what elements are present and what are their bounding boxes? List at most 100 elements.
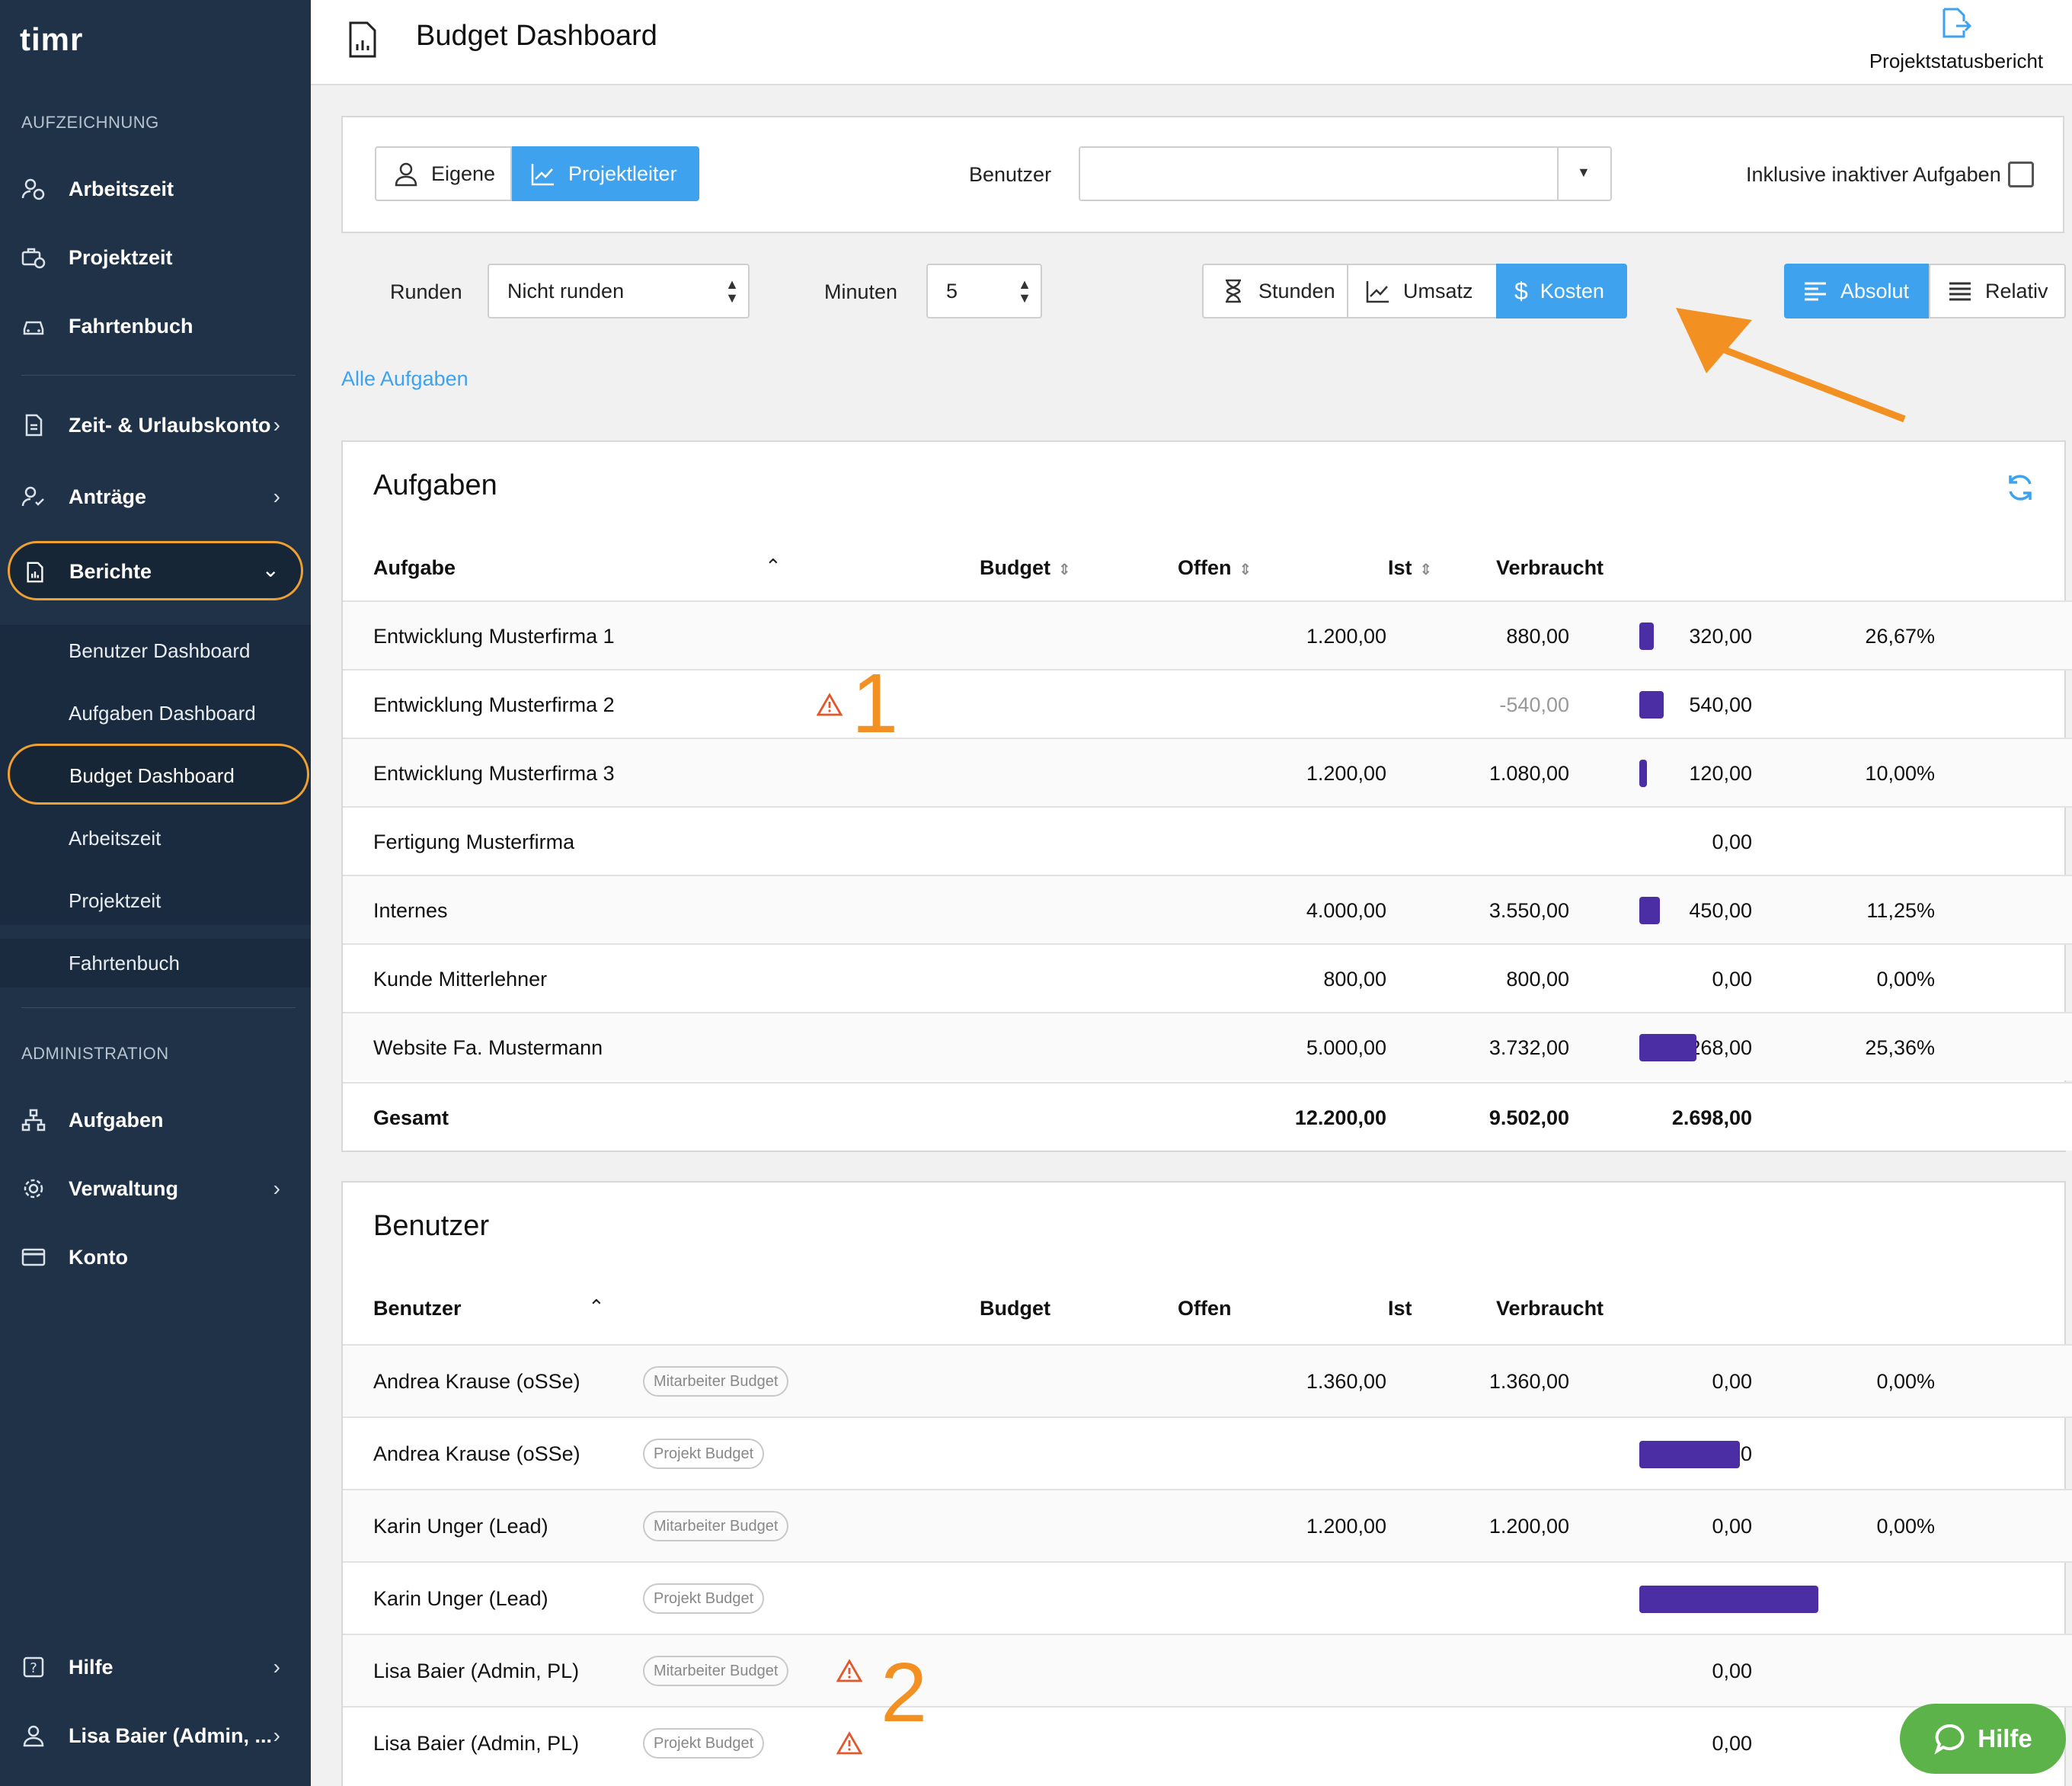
benutzer-select[interactable]: ▼	[1079, 146, 1612, 201]
user-ist: 0,00	[1712, 1370, 1752, 1393]
task-row[interactable]: Entwicklung Musterfirma 1 1.200,00 880,00 3…	[343, 600, 2072, 669]
warning-icon	[817, 693, 843, 716]
user-row[interactable]: Karin Unger (Lead)Projekt Budget800,00	[343, 1561, 2072, 1634]
sidebar-subitem-projektzeit[interactable]: Projektzeit	[0, 876, 311, 925]
sort-asc-icon[interactable]: ⌃	[588, 1295, 605, 1318]
task-offen: 1.080,00	[1488, 762, 1569, 785]
task-verbraucht: 26,67%	[1865, 625, 1935, 648]
task-offen: 800,00	[1506, 968, 1569, 991]
user-row[interactable]: Karin Unger (Lead) Mitarbeiter Budget 1.20…	[343, 1489, 2072, 1561]
budget-type-badge: Projekt Budget	[643, 1728, 765, 1759]
task-verbraucht: 11,25%	[1866, 899, 1935, 922]
inactive-tasks-checkbox[interactable]	[2008, 162, 2034, 187]
task-budget: 1.200,00	[1306, 625, 1386, 648]
sidebar-item-arbeitszeit[interactable]: Arbeitszeit	[0, 165, 311, 213]
user-verbraucht: 0,00%	[1876, 1515, 1935, 1538]
col-verbraucht: Verbraucht	[1496, 556, 1604, 579]
umsatz-button[interactable]: Umsatz	[1347, 264, 1498, 318]
task-row[interactable]: Internes 4.000,00 3.550,00 450,00 11,25%	[343, 875, 2072, 943]
absolut-button[interactable]: Absolut	[1784, 264, 1930, 318]
user-ist: 0,00	[1712, 1732, 1752, 1755]
sidebar-item-antraege[interactable]: Anträge ›	[0, 472, 311, 521]
sidebar-subitem-arbeitszeit[interactable]: Arbeitszeit	[0, 814, 311, 863]
sidebar-item-projektzeit[interactable]: Projektzeit	[0, 233, 311, 282]
eigene-button[interactable]: Eigene	[375, 146, 512, 201]
sidebar-item-konto[interactable]: Konto	[0, 1233, 311, 1282]
task-row[interactable]: Fertigung Musterfirma 0,00	[343, 806, 2072, 875]
sidebar-item-aufgaben[interactable]: Aufgaben	[0, 1096, 311, 1144]
sidebar-item-label: Verwaltung	[69, 1176, 179, 1200]
chevron-right-icon: ›	[273, 485, 280, 508]
alle-aufgaben-link[interactable]: Alle Aufgaben	[341, 367, 468, 390]
task-row[interactable]: Entwicklung Musterfirma 2 -540,00 540,00	[343, 669, 2072, 738]
task-row[interactable]: Entwicklung Musterfirma 3 1.200,00 1.080,0…	[343, 738, 2072, 806]
task-verbraucht	[1638, 808, 1935, 876]
sidebar-item-fahrtenbuch[interactable]: Fahrtenbuch	[0, 302, 311, 350]
user-row[interactable]: Lisa Baier (Admin, PL) Projekt Budget 0,00	[343, 1706, 2072, 1778]
sort-icon: ⇕	[1057, 562, 1071, 578]
relativ-button[interactable]: Relativ	[1929, 264, 2066, 318]
user-row[interactable]: Andrea Krause (oSSe)Projekt Budget450,00	[343, 1416, 2072, 1489]
user-row[interactable]: Lisa Baier (Admin, PL) Mitarbeiter Budget…	[343, 1634, 2072, 1706]
sidebar-item-user[interactable]: Lisa Baier (Admin, ... ›	[0, 1711, 311, 1760]
sidebar-item-label: Arbeitszeit	[69, 177, 174, 200]
total-label: Gesamt	[373, 1106, 449, 1129]
hierarchy-icon	[21, 1109, 46, 1131]
task-name: Entwicklung Musterfirma 3	[373, 762, 615, 785]
user-row[interactable]: Andrea Krause (oSSe) Mitarbeiter Budget 1.…	[343, 1344, 2072, 1416]
col-ist[interactable]: Ist ⇕	[1388, 556, 1433, 579]
chevron-down-icon: ⌄	[261, 558, 280, 581]
question-icon: ?	[23, 1656, 44, 1678]
updown-arrows-icon: ▲ ▼	[1018, 277, 1031, 306]
sidebar-item-zeit-urlaubskonto[interactable]: Zeit- & Urlaubskonto ›	[0, 401, 311, 450]
refresh-icon[interactable]	[2005, 472, 2035, 503]
sidebar-item-label: Berichte	[69, 560, 152, 583]
user-verbraucht	[1638, 1635, 1935, 1708]
runden-select[interactable]: Nicht runden ▲ ▼	[488, 264, 750, 318]
task-row[interactable]: Kunde Mitterlehner 800,00 800,00 0,00 0,00%	[343, 943, 2072, 1012]
col-budget: Budget	[980, 1297, 1050, 1320]
task-row[interactable]: Website Fa. Mustermann 5.000,00 3.732,00 1.…	[343, 1012, 2072, 1080]
user-name: Karin Unger (Lead)	[373, 1587, 548, 1610]
col-benutzer[interactable]: Benutzer	[373, 1297, 462, 1320]
sidebar-item-hilfe[interactable]: ? Hilfe ›	[0, 1643, 311, 1692]
col-aufgabe[interactable]: Aufgabe	[373, 556, 456, 579]
sidebar-item-verwaltung[interactable]: Verwaltung ›	[0, 1164, 311, 1213]
menu-lines-icon	[1949, 282, 1971, 301]
task-ist: 0,00	[1712, 968, 1752, 991]
benutzer-dropdown-toggle[interactable]: ▼	[1557, 148, 1610, 200]
caret-down-icon: ▼	[1577, 165, 1591, 180]
sidebar-subitem-fahrtenbuch[interactable]: Fahrtenbuch	[0, 939, 311, 987]
sidebar-divider	[21, 1007, 296, 1008]
task-offen: 3.550,00	[1488, 899, 1569, 922]
col-offen[interactable]: Offen ⇕	[1178, 556, 1252, 579]
timr-logo[interactable]: timr	[20, 21, 84, 57]
sidebar-subitem-budget-dashboard[interactable]: Budget Dashboard	[8, 744, 309, 805]
total-offen: 9.502,00	[1488, 1106, 1569, 1129]
help-button[interactable]: Hilfe	[1900, 1704, 2066, 1774]
warning-icon	[836, 1659, 862, 1682]
usage-bar	[1639, 760, 1647, 787]
user-name: Karin Unger (Lead)	[373, 1515, 548, 1538]
credit-card-icon	[21, 1248, 46, 1266]
warning-icon	[836, 1731, 862, 1755]
col-ist: Ist	[1388, 1297, 1412, 1320]
col-verbraucht: Verbraucht	[1496, 1297, 1604, 1320]
sidebar-subitem-label: Budget Dashboard	[69, 764, 235, 787]
benutzer-label: Benutzer	[969, 163, 1052, 186]
document-icon	[25, 414, 43, 437]
user-budget: 1.360,00	[1306, 1370, 1386, 1393]
sort-asc-icon[interactable]: ⌃	[765, 555, 782, 578]
minuten-select[interactable]: 5 ▲ ▼	[926, 264, 1042, 318]
sidebar-item-berichte[interactable]: Berichte ⌄	[8, 541, 303, 600]
sidebar-subitem-benutzer-dashboard[interactable]: Benutzer Dashboard	[0, 626, 311, 675]
col-budget[interactable]: Budget ⇕	[980, 556, 1071, 579]
updown-arrows-icon: ▲ ▼	[725, 277, 739, 306]
task-name: Fertigung Musterfirma	[373, 831, 575, 853]
projektleiter-button[interactable]: Projektleiter	[512, 146, 699, 201]
stunden-button[interactable]: Stunden	[1202, 264, 1348, 318]
eigene-label: Eigene	[431, 162, 496, 185]
kosten-button[interactable]: $ Kosten	[1496, 264, 1627, 318]
projektstatusbericht-button[interactable]: Projektstatusbericht	[1865, 6, 2048, 73]
sidebar-subitem-aufgaben-dashboard[interactable]: Aufgaben Dashboard	[0, 689, 311, 738]
